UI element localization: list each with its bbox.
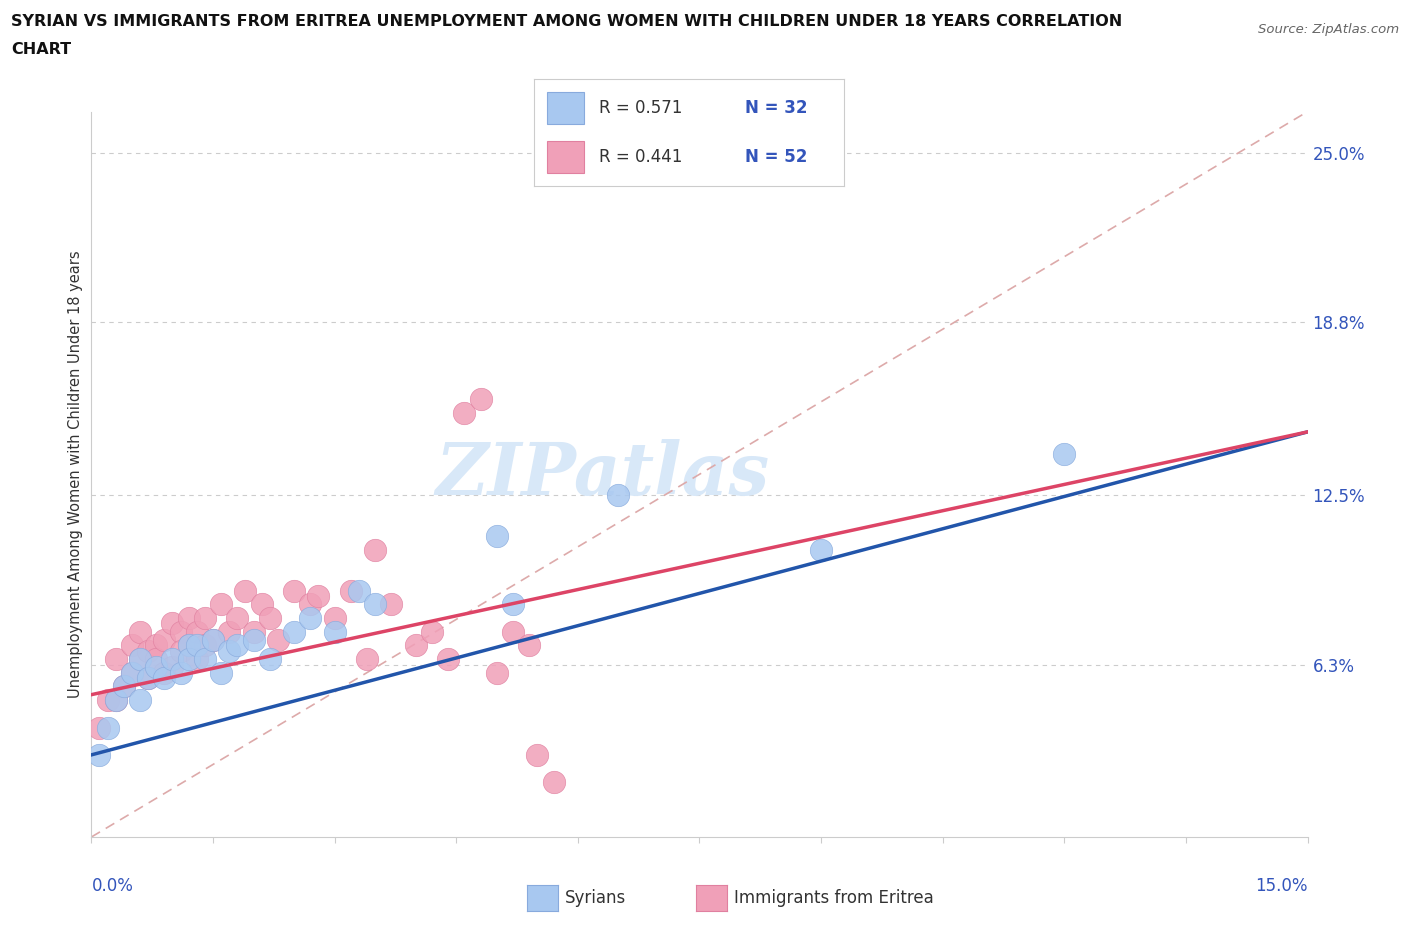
Point — [405, 638, 427, 653]
Point — [323, 611, 346, 626]
Text: 0.0%: 0.0% — [91, 877, 134, 895]
Point — [526, 748, 548, 763]
Point — [420, 624, 443, 639]
Point — [177, 652, 200, 667]
Point — [153, 665, 176, 680]
Point — [299, 611, 322, 626]
Text: N = 32: N = 32 — [745, 99, 807, 117]
Point — [136, 671, 159, 685]
Point — [259, 652, 281, 667]
Text: SYRIAN VS IMMIGRANTS FROM ERITREA UNEMPLOYMENT AMONG WOMEN WITH CHILDREN UNDER 1: SYRIAN VS IMMIGRANTS FROM ERITREA UNEMPL… — [11, 14, 1122, 29]
Y-axis label: Unemployment Among Women with Children Under 18 years: Unemployment Among Women with Children U… — [67, 250, 83, 698]
Point — [186, 652, 208, 667]
Bar — [547, 141, 583, 173]
Text: Source: ZipAtlas.com: Source: ZipAtlas.com — [1258, 23, 1399, 36]
Point — [177, 638, 200, 653]
Point — [235, 583, 257, 598]
Point — [194, 638, 217, 653]
Point — [162, 652, 184, 667]
Point — [145, 660, 167, 675]
Point — [517, 638, 540, 653]
Point — [121, 665, 143, 680]
Point — [186, 624, 208, 639]
Point — [502, 624, 524, 639]
Point — [177, 638, 200, 653]
Point — [218, 644, 240, 658]
Point — [145, 638, 167, 653]
Point — [1053, 446, 1076, 461]
Point — [129, 624, 152, 639]
Point — [104, 652, 127, 667]
Point — [218, 624, 240, 639]
Point — [283, 624, 305, 639]
Point — [453, 405, 475, 420]
Point — [437, 652, 460, 667]
Point — [323, 624, 346, 639]
Point — [380, 597, 402, 612]
Text: CHART: CHART — [11, 42, 72, 57]
Point — [89, 720, 111, 735]
Point — [242, 632, 264, 647]
Point — [89, 748, 111, 763]
Point — [607, 487, 630, 502]
Point — [129, 652, 152, 667]
Point — [209, 665, 232, 680]
Text: ZIPatlas: ZIPatlas — [434, 439, 769, 510]
Point — [502, 597, 524, 612]
Point — [543, 775, 565, 790]
Point — [112, 679, 135, 694]
Point — [169, 624, 191, 639]
Point — [136, 644, 159, 658]
Point — [242, 624, 264, 639]
Point — [485, 665, 508, 680]
Text: Syrians: Syrians — [565, 889, 627, 908]
Point — [145, 652, 167, 667]
Point — [169, 644, 191, 658]
Text: N = 52: N = 52 — [745, 148, 807, 166]
Point — [364, 597, 387, 612]
Point — [186, 638, 208, 653]
Point — [177, 611, 200, 626]
Point — [307, 589, 329, 604]
Point — [136, 671, 159, 685]
Point — [267, 632, 290, 647]
Point — [259, 611, 281, 626]
Point — [112, 679, 135, 694]
Point — [347, 583, 370, 598]
Point — [97, 720, 120, 735]
Point — [356, 652, 378, 667]
Point — [194, 611, 217, 626]
Point — [226, 611, 249, 626]
Text: 15.0%: 15.0% — [1256, 877, 1308, 895]
Bar — [547, 92, 583, 124]
Point — [104, 693, 127, 708]
Point — [129, 693, 152, 708]
Point — [153, 671, 176, 685]
Point — [162, 660, 184, 675]
Point — [121, 638, 143, 653]
Point — [470, 392, 492, 406]
Point — [104, 693, 127, 708]
Point — [121, 665, 143, 680]
Point — [485, 528, 508, 543]
Text: R = 0.441: R = 0.441 — [599, 148, 682, 166]
Text: R = 0.571: R = 0.571 — [599, 99, 682, 117]
Text: Immigrants from Eritrea: Immigrants from Eritrea — [734, 889, 934, 908]
Point — [162, 616, 184, 631]
Point — [202, 632, 225, 647]
Point — [209, 597, 232, 612]
Point — [202, 632, 225, 647]
Point — [226, 638, 249, 653]
Point — [364, 542, 387, 557]
Point — [194, 652, 217, 667]
Point — [250, 597, 273, 612]
Point — [810, 542, 832, 557]
Point — [340, 583, 363, 598]
Point — [153, 632, 176, 647]
Point — [97, 693, 120, 708]
Point — [129, 652, 152, 667]
Point — [283, 583, 305, 598]
Point — [169, 665, 191, 680]
Point — [299, 597, 322, 612]
